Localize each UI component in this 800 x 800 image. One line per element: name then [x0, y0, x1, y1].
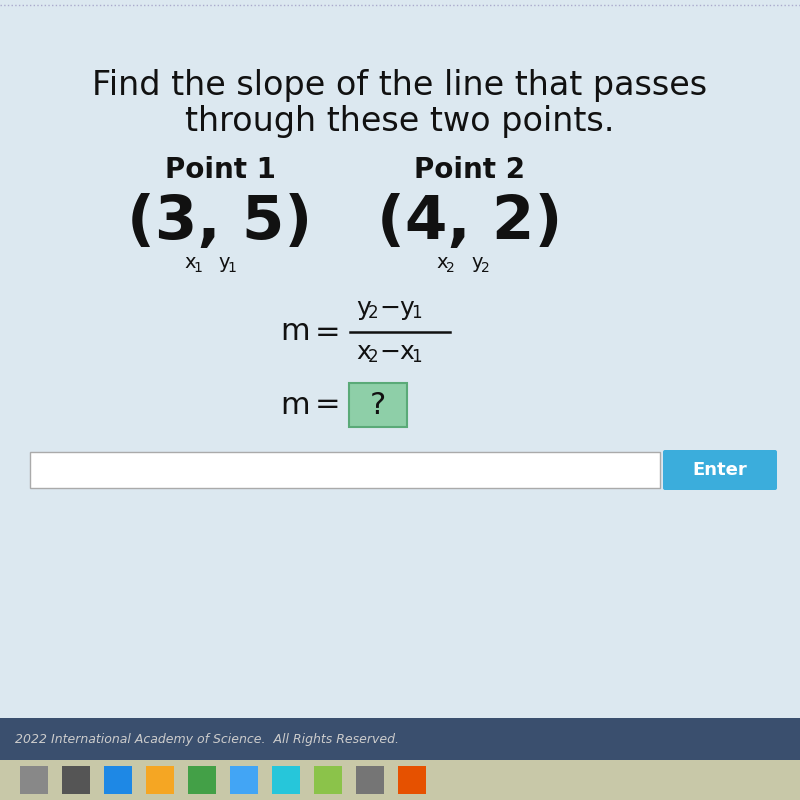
Text: 1: 1 [410, 304, 422, 322]
Text: m: m [280, 390, 310, 419]
Bar [62, 766, 90, 794]
Text: 1: 1 [410, 348, 422, 366]
Text: −: − [379, 340, 401, 364]
Text: 2022 International Academy of Science.  All Rights Reserved.: 2022 International Academy of Science. A… [15, 733, 399, 746]
Bar [314, 766, 342, 794]
Text: 2: 2 [481, 261, 490, 275]
Text: −: − [379, 296, 401, 320]
Text: 2: 2 [368, 304, 378, 322]
Text: through these two points.: through these two points. [186, 106, 614, 138]
Bar [0, 718, 800, 760]
FancyBboxPatch shape [349, 383, 407, 427]
FancyBboxPatch shape [663, 450, 777, 490]
Text: y: y [357, 296, 371, 320]
Text: (3, 5): (3, 5) [127, 193, 313, 251]
Text: Find the slope of the line that passes: Find the slope of the line that passes [93, 69, 707, 102]
Text: x: x [184, 253, 196, 271]
Bar [230, 766, 258, 794]
Text: Enter: Enter [693, 461, 747, 479]
Bar [398, 766, 426, 794]
Bar [0, 760, 800, 800]
Bar [356, 766, 384, 794]
Text: x: x [436, 253, 448, 271]
Text: y: y [218, 253, 230, 271]
Text: m: m [280, 318, 310, 346]
Text: x: x [357, 340, 371, 364]
Text: x: x [400, 340, 414, 364]
FancyBboxPatch shape [30, 452, 660, 488]
Text: (4, 2): (4, 2) [378, 193, 562, 251]
Text: 2: 2 [446, 261, 454, 275]
Text: =: = [315, 390, 341, 419]
Text: Point 1: Point 1 [165, 156, 275, 184]
Bar [20, 766, 48, 794]
Text: =: = [315, 318, 341, 346]
Text: y: y [471, 253, 482, 271]
Text: 1: 1 [194, 261, 202, 275]
Bar [104, 766, 132, 794]
Text: y: y [400, 296, 414, 320]
Text: Point 2: Point 2 [414, 156, 526, 184]
Bar [188, 766, 216, 794]
Bar [146, 766, 174, 794]
Text: 2: 2 [368, 348, 378, 366]
Text: 1: 1 [227, 261, 237, 275]
Bar [272, 766, 300, 794]
Text: ?: ? [370, 390, 386, 419]
